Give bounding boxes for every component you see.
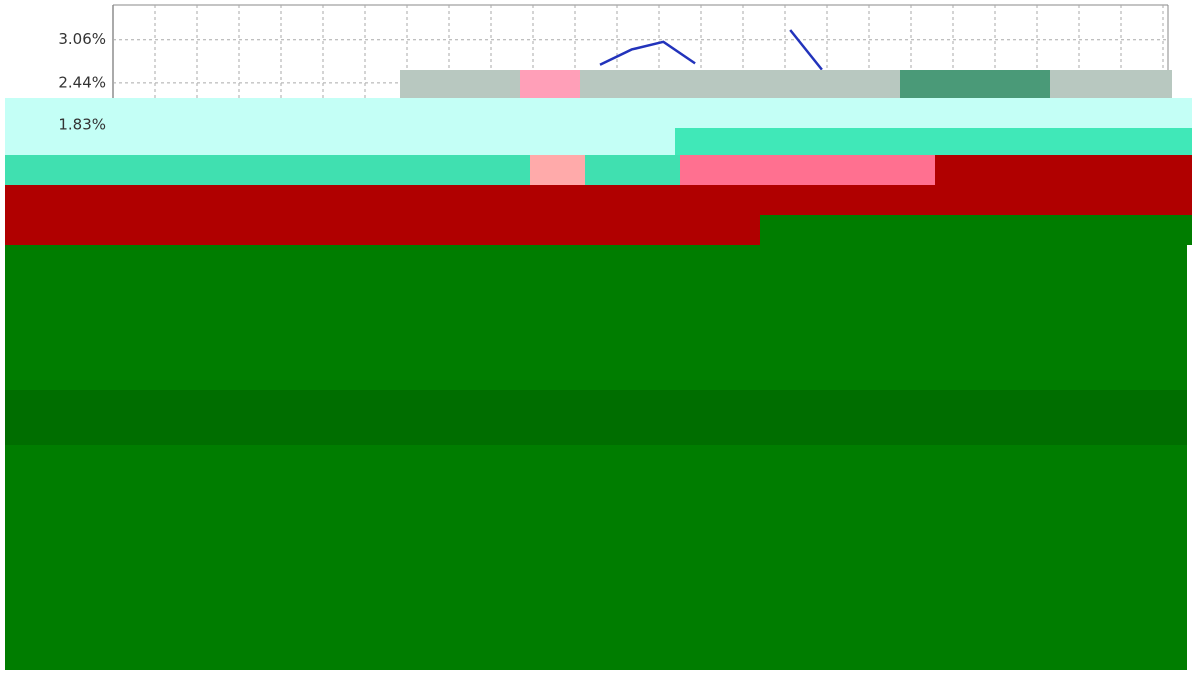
- artifact-block: [5, 390, 1187, 445]
- artifact-band: [530, 155, 585, 185]
- artifact-band: [675, 128, 1192, 155]
- series-line: [599, 29, 823, 71]
- artifact-band: [680, 155, 935, 185]
- artifact-block: [5, 245, 1187, 670]
- artifact-band: [760, 215, 1192, 245]
- plot: [599, 29, 823, 71]
- artifact-strip: [520, 70, 580, 98]
- artifact-strip: [400, 70, 1172, 98]
- tick-labels: 3.06% 2.44% 1.83%: [58, 30, 106, 133]
- artifact-band: [935, 155, 1192, 185]
- y-tick-label: 2.44%: [58, 73, 106, 91]
- rendering-artifacts: [5, 70, 1192, 670]
- artifact-strip: [900, 70, 1050, 98]
- y-tick-label: 3.06%: [58, 30, 106, 48]
- y-tick-label: 1.83%: [58, 116, 106, 134]
